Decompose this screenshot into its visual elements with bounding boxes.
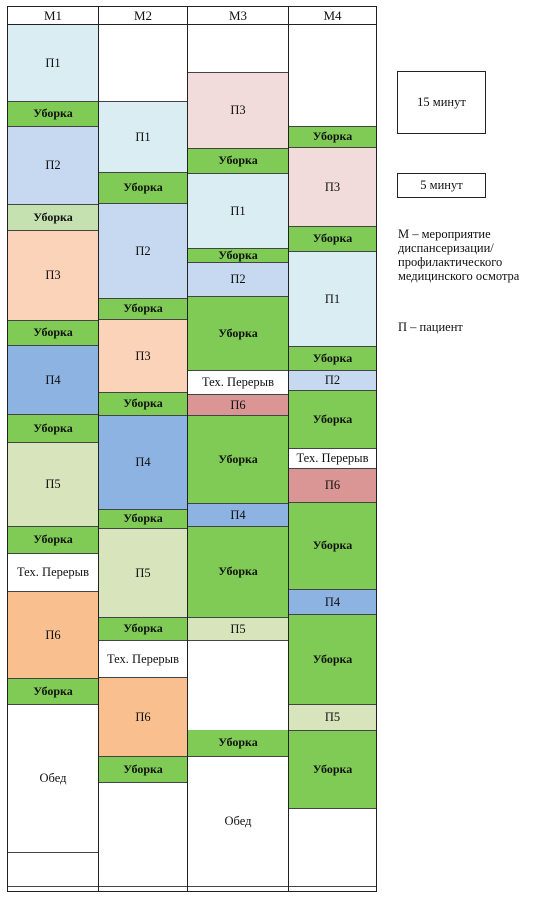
patient-block: П6 (188, 395, 288, 416)
cleaning-block: Уборка (289, 227, 376, 252)
patient-block: П3 (8, 231, 98, 321)
legend-15-min-box: 15 минут (397, 71, 486, 134)
patient-block: П4 (289, 590, 376, 615)
patient-block: П2 (99, 204, 187, 299)
cleaning-block: Уборка (289, 503, 376, 590)
patient-block: П2 (8, 127, 98, 205)
cleaning-block: Уборка (99, 393, 187, 416)
column-m3: М3 П3 Уборка П1 Уборка П2 Уборка Тех. Перерыв П6… (187, 7, 288, 891)
legend-5-min-label: 5 минут (420, 178, 463, 192)
cleaning-block: Уборка (289, 615, 376, 705)
cleaning-block: Уборка (188, 297, 288, 371)
column-header: М3 (188, 7, 288, 25)
tech-break-block: Тех. Перерыв (99, 641, 187, 678)
patient-block: П1 (99, 102, 187, 173)
patient-block: П4 (99, 416, 187, 510)
patient-block: П5 (188, 618, 288, 641)
patient-block: П4 (8, 346, 98, 415)
empty-slot (8, 853, 98, 887)
tech-break-block: Тех. Перерыв (8, 554, 98, 592)
patient-block: П2 (188, 263, 288, 297)
cleaning-block: Уборка (188, 149, 288, 174)
empty-slot (289, 833, 376, 887)
patient-block: П5 (8, 443, 98, 527)
patient-block: П1 (289, 252, 376, 347)
column-header: М1 (8, 7, 98, 25)
schedule-diagram: М1 П1 Уборка П2 Уборка П3 Уборка П4 Уборка П5 Убор… (7, 6, 377, 892)
cleaning-block: Уборка (289, 731, 376, 809)
column-m1: М1 П1 Уборка П2 Уборка П3 Уборка П4 Уборка П5 Убор… (8, 7, 98, 891)
cleaning-block: Уборка (188, 248, 288, 263)
legend-5-min-box: 5 минут (397, 173, 486, 198)
patient-block: П6 (99, 678, 187, 757)
cleaning-block: Уборка (99, 618, 187, 641)
cleaning-block: Уборка (8, 102, 98, 127)
patient-block: П1 (8, 25, 98, 102)
legend-p-definition: П – пациент (398, 320, 463, 334)
column-m2: М2 П1 Уборка П2 Уборка П3 Уборка П4 Уборка П5 Убор… (98, 7, 187, 891)
empty-slot (188, 25, 288, 73)
cleaning-block: Уборка (8, 321, 98, 346)
patient-block: П2 (289, 371, 376, 391)
cleaning-block: Уборка (188, 527, 288, 618)
patient-block: П1 (188, 174, 288, 249)
cleaning-block: Уборка (8, 415, 98, 443)
cleaning-block: Уборка (99, 757, 187, 783)
patient-block: П6 (289, 469, 376, 503)
patient-block: П3 (99, 320, 187, 393)
lunch-block: Обед (188, 757, 288, 887)
cleaning-block: Уборка (188, 416, 288, 504)
cleaning-block: Уборка (8, 527, 98, 554)
cleaning-block: Уборка (99, 173, 187, 204)
cleaning-block: Уборка (99, 510, 187, 529)
empty-slot (99, 25, 187, 102)
lunch-block: Обед (8, 705, 98, 853)
cleaning-block: Уборка (99, 299, 187, 320)
patient-block: П3 (289, 148, 376, 227)
cleaning-block: Уборка (289, 391, 376, 449)
patient-block: П6 (8, 592, 98, 679)
legend-m-definition: М – мероприятие диспансеризации/ профила… (398, 227, 520, 283)
patient-block: П5 (99, 529, 187, 618)
cleaning-block: Уборка (188, 730, 288, 757)
patient-block: П4 (188, 504, 288, 527)
tech-break-block: Тех. Перерыв (289, 449, 376, 469)
column-header: М2 (99, 7, 187, 25)
legend-15-min-label: 15 минут (417, 95, 466, 109)
empty-slot (99, 783, 187, 887)
patient-block: П5 (289, 705, 376, 731)
column-header: М4 (289, 7, 376, 25)
patient-block: П3 (188, 73, 288, 149)
cleaning-block: Уборка (289, 127, 376, 148)
cleaning-block: Уборка (289, 347, 376, 371)
cleaning-block: Уборка (8, 205, 98, 231)
column-m4: М4 Уборка П3 Уборка П1 Уборка П2 Уборка Тех. Пер… (288, 7, 376, 891)
cleaning-block: Уборка (8, 679, 98, 705)
tech-break-block: Тех. Перерыв (188, 371, 288, 395)
empty-slot (289, 25, 376, 127)
